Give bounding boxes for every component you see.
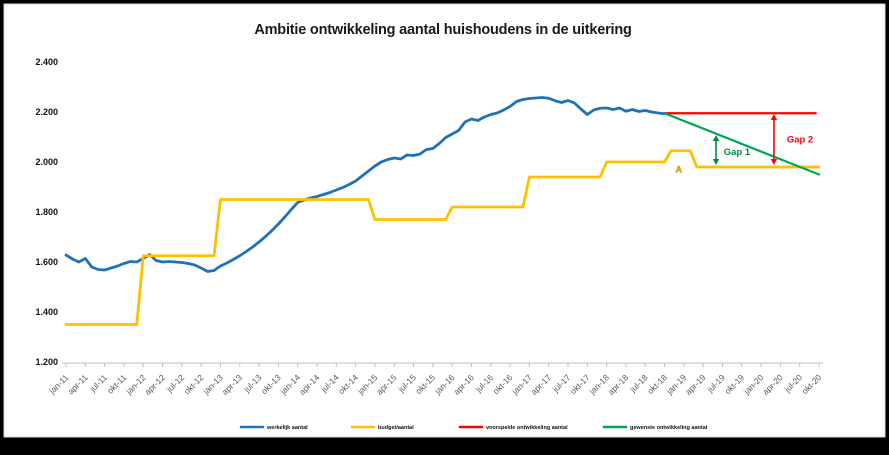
y-axis: 1.200 1.400 1.600 1.800 2.000 2.200 2.400	[35, 57, 58, 367]
y-tick-label: 2.000	[35, 157, 58, 167]
gap2-label: Gap 2	[787, 135, 813, 146]
y-tick-label: 1.600	[35, 257, 58, 267]
legend-label-0: werkelijk aantal	[266, 425, 308, 431]
annotations: Gap 1 Gap 2 A	[675, 114, 813, 175]
series-werkelijk-aantal	[64, 96, 666, 273]
chart-title: Ambitie ontwikkeling aantal huishoudens …	[254, 22, 631, 38]
marker-a-label: A	[675, 165, 682, 175]
y-tick-label: 2.200	[35, 107, 58, 117]
y-tick-label: 1.200	[35, 357, 58, 367]
gap1-arrowhead-bottom	[712, 159, 720, 165]
y-tick-label: 1.800	[35, 207, 58, 217]
gap1-label: Gap 1	[724, 147, 751, 158]
legend-label-1: budget/aantal	[378, 425, 414, 431]
gap1-arrowhead-top	[712, 135, 720, 141]
gap2-arrowhead-bottom	[770, 159, 778, 165]
series-lines	[64, 96, 821, 326]
gap2-arrowhead-top	[770, 114, 778, 120]
series-budget-aantal	[64, 149, 821, 326]
legend: werkelijk aantal budget/aantal voorspelde …	[239, 425, 708, 431]
y-tick-label: 1.400	[35, 307, 58, 317]
series-gewenste-ontwikkeling-aantal	[663, 112, 821, 176]
legend-label-2: voorspelde ontwikkeling aantal	[486, 425, 568, 431]
legend-label-3: gewenste ontwikkeling aantal	[630, 425, 708, 431]
y-tick-label: 2.400	[35, 57, 58, 67]
